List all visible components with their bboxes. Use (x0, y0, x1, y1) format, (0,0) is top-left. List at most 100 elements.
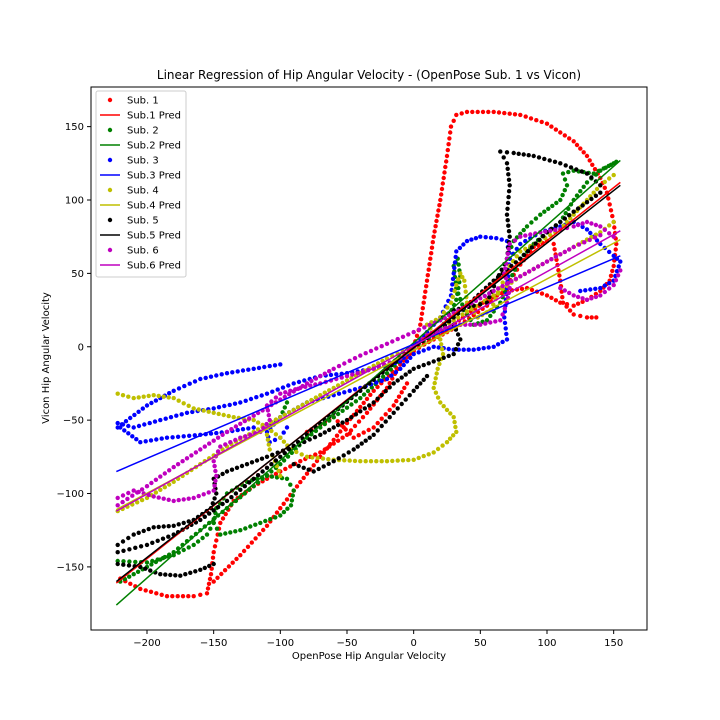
data-point (548, 228, 553, 233)
data-point (424, 278, 430, 283)
data-point (318, 450, 323, 455)
data-point (186, 594, 191, 599)
data-point (278, 391, 283, 396)
data-point (404, 359, 410, 364)
data-point (181, 547, 186, 553)
data-point (206, 490, 211, 495)
data-point (171, 395, 176, 401)
data-point (228, 440, 233, 445)
data-point (306, 467, 311, 472)
data-point (291, 381, 296, 386)
data-point (606, 163, 611, 169)
data-point (143, 588, 148, 593)
data-point (483, 235, 488, 240)
data-point (578, 146, 583, 151)
data-point (278, 506, 283, 511)
data-point (531, 153, 536, 159)
data-point (176, 497, 181, 503)
data-point (543, 229, 548, 234)
data-point (562, 288, 567, 293)
data-point (579, 169, 584, 174)
data-point (456, 277, 461, 282)
data-point (158, 557, 163, 562)
data-point (304, 381, 310, 386)
data-point (244, 462, 250, 467)
data-point (487, 291, 492, 296)
data-point (212, 496, 217, 501)
regression-line-6 (115, 230, 621, 512)
data-point (342, 361, 347, 366)
data-point (288, 482, 293, 487)
data-point (223, 531, 228, 536)
data-point (282, 394, 287, 400)
data-point (598, 183, 603, 188)
data-point (120, 499, 125, 505)
data-point (571, 224, 576, 229)
data-point (443, 164, 448, 170)
data-point (445, 305, 450, 310)
data-point (441, 310, 447, 315)
data-point (163, 572, 168, 577)
data-point (487, 295, 492, 300)
data-point (207, 511, 212, 516)
data-point (567, 136, 572, 141)
data-point (159, 592, 164, 597)
data-point (513, 260, 519, 265)
data-point (611, 253, 616, 258)
data-point (336, 456, 341, 461)
data-point (171, 464, 176, 470)
data-point (162, 554, 167, 560)
data-point (407, 393, 412, 398)
data-point (547, 158, 552, 163)
data-point (143, 439, 148, 444)
data-point (571, 209, 576, 214)
data-point (400, 334, 406, 339)
data-point (567, 247, 572, 252)
data-point (507, 111, 512, 116)
data-point (602, 227, 607, 232)
data-point (549, 295, 554, 300)
data-point (540, 261, 545, 267)
data-point (167, 552, 172, 557)
data-point (347, 358, 352, 363)
data-point (560, 192, 565, 198)
data-point (518, 274, 523, 279)
data-point (213, 478, 218, 483)
data-point (243, 434, 248, 439)
data-point (273, 515, 278, 520)
data-point (262, 364, 267, 370)
data-point (431, 344, 436, 349)
y-tick-label: −150 (57, 562, 84, 573)
data-point (331, 437, 336, 443)
data-point (211, 459, 216, 464)
data-point (328, 442, 333, 447)
data-point (498, 149, 503, 154)
data-point (589, 296, 594, 301)
data-point (567, 290, 572, 296)
data-point (188, 570, 193, 575)
data-point (466, 347, 471, 352)
data-point (500, 283, 505, 289)
data-point (390, 339, 395, 344)
data-point (375, 420, 380, 426)
legend-label: Sub.1 Pred (127, 111, 181, 122)
data-point (120, 393, 126, 398)
data-point (118, 425, 123, 430)
data-point (284, 497, 290, 502)
data-point (126, 490, 131, 496)
data-point (251, 417, 256, 423)
data-point (272, 437, 278, 443)
data-point (206, 581, 212, 586)
data-point (383, 388, 388, 394)
data-point (311, 463, 316, 468)
data-point (247, 480, 252, 485)
data-point (451, 271, 456, 276)
data-point (186, 519, 191, 524)
data-point (594, 315, 599, 320)
data-point (180, 459, 185, 464)
data-point (175, 462, 181, 467)
data-point (264, 391, 270, 396)
data-point (198, 592, 203, 597)
data-point (240, 427, 246, 432)
data-point (589, 175, 594, 180)
